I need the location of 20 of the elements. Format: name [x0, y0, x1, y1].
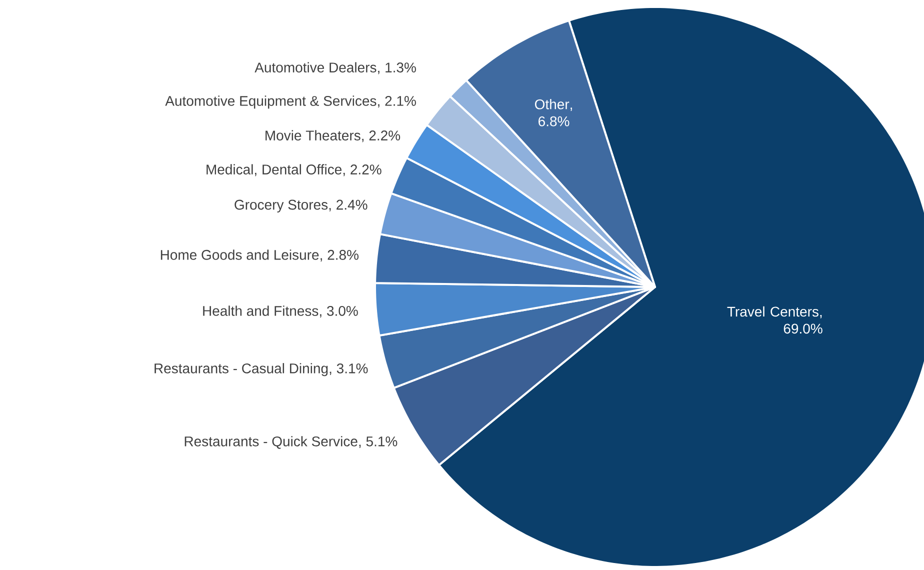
- slice-label: Medical, Dental Office: [206, 164, 342, 176]
- data-label: , 2.1%: [378, 96, 416, 108]
- data-label: , 3.0%: [320, 306, 358, 318]
- slice-label: Health and Fitness: [203, 306, 318, 316]
- slice-label: Restaurants - Quick Service: [184, 436, 358, 449]
- slice-label: Movie Theaters: [266, 130, 360, 140]
- data-label: , 5.1%: [359, 436, 398, 448]
- slice-label: Automotive Equipment & Services: [165, 96, 376, 109]
- data-label: , 2.2%: [343, 164, 382, 176]
- slice-label: Restaurants - Casual Dining: [154, 363, 328, 376]
- slice-label: Other: [534, 99, 570, 110]
- data-label: , 3.1%: [330, 363, 368, 376]
- slice-label: Grocery Stores: [234, 200, 328, 212]
- data-label: , 2.8%: [320, 250, 359, 262]
- slice-label: Home Goods and Leisure: [160, 250, 319, 260]
- data-label: , 2.2%: [362, 130, 400, 142]
- slice-label: Travel Centers: [727, 306, 818, 317]
- data-label: , 1.3%: [378, 62, 416, 74]
- data-label: , 2.4%: [329, 200, 368, 212]
- slice-label: Automotive Dealers: [254, 62, 376, 72]
